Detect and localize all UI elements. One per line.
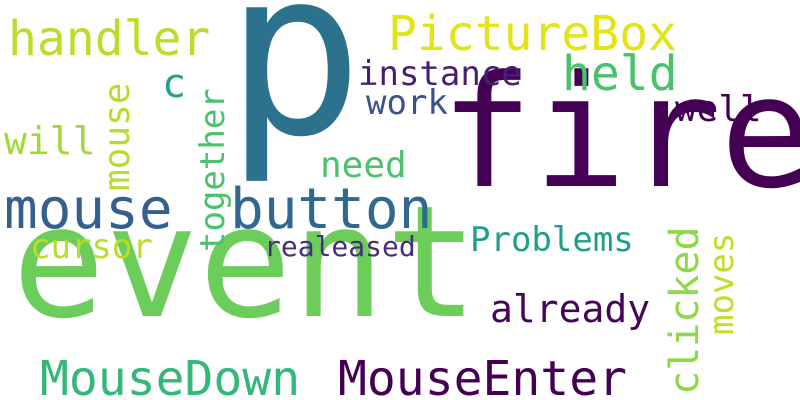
- word-clicked: clicked: [662, 226, 708, 395]
- word-held: held: [562, 46, 678, 102]
- word-p: p: [225, 0, 364, 188]
- word-already: already: [490, 287, 651, 331]
- word-button: button: [230, 177, 433, 242]
- word-mouseenter: MouseEnter: [338, 351, 627, 400]
- word-cursor: cursor: [30, 227, 153, 267]
- word-instance: instance: [358, 54, 522, 94]
- word-event: event: [12, 172, 479, 353]
- word-fire: fire: [440, 42, 800, 223]
- word-mouse-vertical: mouse: [97, 82, 138, 191]
- word-well: well: [675, 89, 762, 130]
- word-mousedown: MouseDown: [40, 351, 301, 400]
- word-together: together: [193, 88, 233, 252]
- word-will: will: [4, 119, 96, 163]
- word-need: need: [320, 145, 407, 186]
- word-work: work: [366, 83, 448, 123]
- word-realeased: realeased: [264, 230, 416, 263]
- word-handler: handler: [8, 11, 211, 67]
- word-moves: moves: [702, 232, 742, 335]
- word-picturebox: PictureBox: [388, 6, 677, 62]
- word-c: c: [162, 61, 187, 107]
- word-problems: Problems: [470, 220, 634, 260]
- word-mouse: mouse: [4, 177, 173, 242]
